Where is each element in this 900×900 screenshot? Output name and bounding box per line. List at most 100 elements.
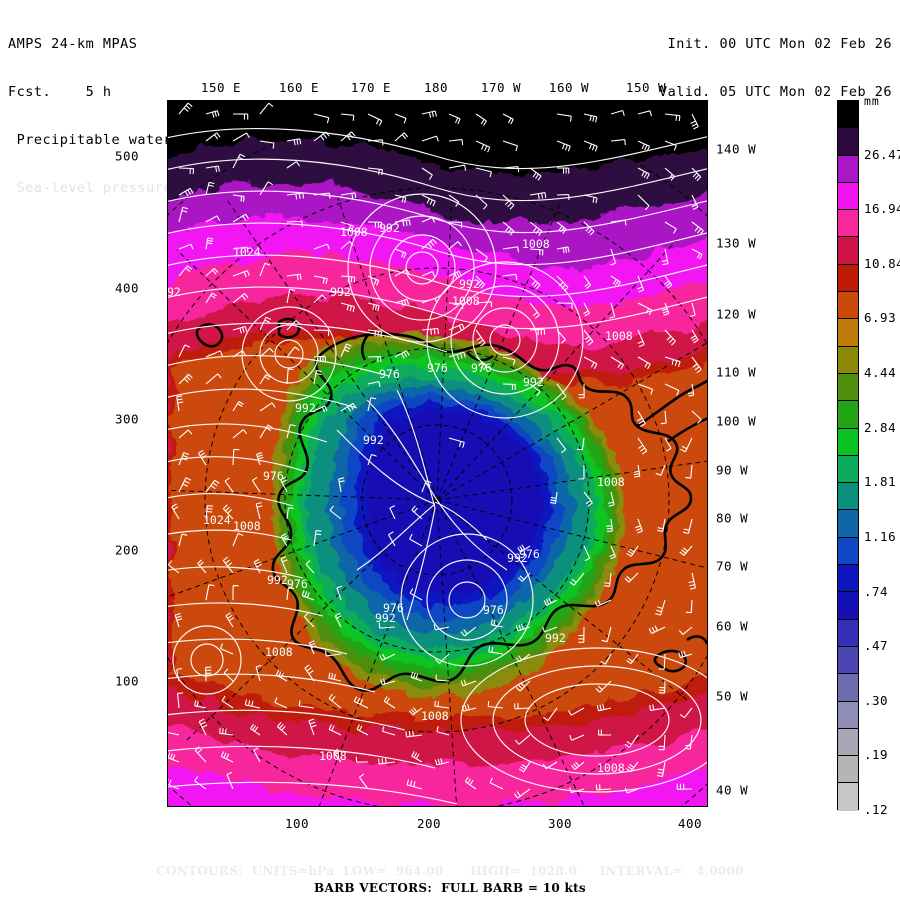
colorbar-cell[interactable] bbox=[838, 728, 858, 757]
wind-barb bbox=[569, 572, 585, 586]
colorbar-cell[interactable] bbox=[838, 510, 858, 538]
wind-barb bbox=[624, 787, 639, 794]
svg-text:976: 976 bbox=[427, 361, 448, 375]
wind-barb bbox=[205, 292, 217, 304]
wind-barb bbox=[637, 356, 651, 370]
header-right-block: Init. 00 UTC Mon 02 Feb 26 Valid. 05 UTC… bbox=[659, 4, 892, 116]
svg-text:992: 992 bbox=[375, 611, 396, 625]
colorbar-cell[interactable] bbox=[838, 455, 858, 484]
wind-barb bbox=[433, 624, 450, 631]
wind-barb bbox=[250, 723, 261, 736]
colorbar-cell[interactable] bbox=[838, 346, 858, 374]
colorbar-cell[interactable] bbox=[838, 210, 858, 238]
colorbar-cell[interactable] bbox=[838, 592, 858, 620]
wind-barb bbox=[409, 533, 423, 547]
wind-barb bbox=[679, 545, 693, 556]
wind-barb bbox=[394, 269, 410, 277]
colorbar-cell[interactable] bbox=[838, 701, 858, 729]
wind-barb bbox=[576, 437, 585, 451]
wind-barb bbox=[222, 556, 234, 574]
colorbar-cell[interactable] bbox=[838, 264, 858, 293]
wind-barb bbox=[259, 102, 274, 115]
colorbar-cell[interactable] bbox=[838, 101, 858, 129]
wind-barbs bbox=[167, 102, 704, 799]
wind-barb bbox=[448, 302, 464, 310]
wind-barb bbox=[664, 113, 681, 122]
wind-barb bbox=[448, 139, 464, 146]
wind-barb bbox=[251, 476, 261, 493]
wind-barb bbox=[276, 722, 288, 736]
axis-right-label: 100 W bbox=[716, 413, 757, 429]
colorbar-cell[interactable] bbox=[838, 783, 858, 811]
wind-barb bbox=[691, 221, 704, 236]
svg-text:976: 976 bbox=[519, 547, 540, 561]
wind-barb bbox=[394, 132, 409, 142]
wind-barb bbox=[286, 507, 294, 520]
wind-barb bbox=[529, 192, 547, 200]
wind-barb bbox=[298, 700, 315, 709]
wind-barb bbox=[220, 751, 234, 763]
axis-top-label: 150 W bbox=[625, 80, 667, 95]
colorbar-tick-label: .74 bbox=[864, 583, 889, 599]
wind-barb bbox=[328, 724, 342, 736]
wind-barb bbox=[259, 374, 271, 385]
wind-barb bbox=[286, 192, 305, 200]
colorbar-cell[interactable] bbox=[838, 619, 858, 647]
svg-text:992: 992 bbox=[459, 277, 480, 291]
colorbar-cell[interactable] bbox=[838, 128, 858, 156]
colorbar-cell[interactable] bbox=[838, 373, 858, 402]
wind-barb bbox=[556, 437, 567, 454]
map-plot-area[interactable]: 1024 1024 1008 1008 1008 1008 1008 1008 … bbox=[167, 100, 708, 807]
colorbar-cell[interactable] bbox=[838, 646, 858, 675]
wind-barb bbox=[232, 350, 246, 358]
wind-barb bbox=[421, 238, 437, 250]
colorbar-cell[interactable] bbox=[838, 756, 858, 784]
wind-barb bbox=[421, 327, 439, 335]
wind-barb bbox=[176, 667, 183, 682]
wind-barb bbox=[624, 572, 639, 583]
colorbar-cell[interactable] bbox=[838, 483, 858, 511]
wind-barb bbox=[475, 329, 486, 347]
wind-barb bbox=[205, 479, 220, 493]
wind-barb bbox=[286, 220, 303, 227]
wind-barb bbox=[502, 194, 515, 210]
wind-barb bbox=[556, 167, 570, 174]
colorbar-cell[interactable] bbox=[838, 537, 858, 566]
wind-barb bbox=[664, 167, 676, 181]
colorbar-cell[interactable] bbox=[838, 292, 858, 320]
wind-barb bbox=[626, 545, 639, 557]
axis-right-label: 50 W bbox=[716, 688, 749, 704]
colorbar-cell[interactable] bbox=[838, 401, 858, 429]
colorbar-cell[interactable] bbox=[838, 237, 858, 265]
wind-barb bbox=[205, 132, 221, 142]
wind-barb bbox=[328, 693, 342, 709]
svg-text:1008: 1008 bbox=[605, 329, 633, 343]
wind-barb bbox=[583, 302, 590, 317]
svg-text:992: 992 bbox=[330, 285, 351, 299]
colorbar[interactable] bbox=[837, 100, 859, 811]
wind-barb bbox=[286, 346, 300, 358]
wind-barb bbox=[411, 751, 423, 763]
colorbar-cell[interactable] bbox=[838, 155, 858, 183]
wind-barb bbox=[356, 724, 369, 736]
wind-barb bbox=[448, 221, 463, 228]
wind-barb bbox=[280, 533, 289, 547]
axis-bottom-label: 200 bbox=[416, 816, 442, 831]
wind-barb bbox=[313, 370, 322, 385]
wind-barb bbox=[637, 110, 652, 117]
axis-right-label: 120 W bbox=[716, 306, 757, 322]
wind-barb bbox=[367, 381, 381, 388]
map-frame bbox=[167, 100, 708, 807]
footer-barb-info: BARB VECTORS: FULL BARB = 10 kts bbox=[314, 881, 586, 895]
colorbar-tick-label: 16.94 bbox=[864, 201, 900, 217]
colorbar-cell[interactable] bbox=[838, 319, 858, 347]
wind-barb bbox=[198, 718, 208, 736]
colorbar-cell[interactable] bbox=[838, 182, 858, 211]
wind-barb bbox=[475, 356, 488, 371]
colorbar-cell[interactable] bbox=[838, 565, 858, 593]
colorbar-cell[interactable] bbox=[838, 674, 858, 702]
wind-barb bbox=[541, 626, 558, 633]
colorbar-cell[interactable] bbox=[838, 428, 858, 456]
wind-barb bbox=[232, 246, 249, 253]
wind-barb bbox=[171, 503, 180, 520]
